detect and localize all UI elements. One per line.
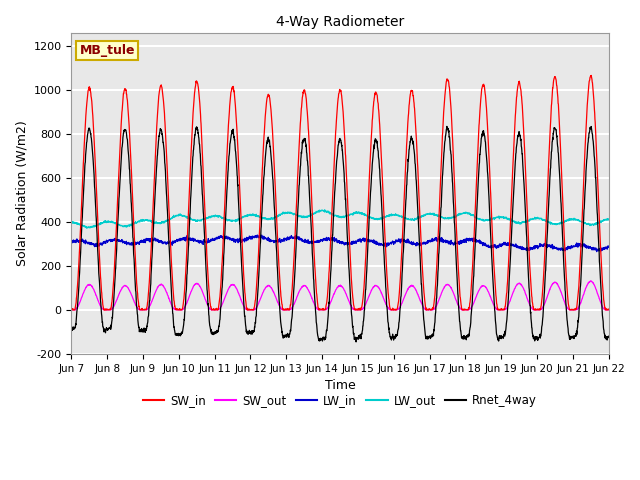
- SW_out: [68, 307, 76, 312]
- LW_out: [83, 225, 90, 231]
- SW_out: [367, 288, 375, 294]
- Rnet_4way: [218, 298, 225, 304]
- X-axis label: Time: Time: [324, 379, 355, 392]
- SW_in: [572, 306, 580, 312]
- SW_in: [68, 307, 76, 312]
- LW_out: [356, 211, 364, 216]
- SW_out: [572, 307, 580, 312]
- LW_out: [68, 219, 76, 225]
- LW_in: [367, 239, 375, 244]
- LW_out: [367, 216, 375, 221]
- SW_in: [367, 135, 375, 141]
- SW_out: [605, 307, 612, 312]
- Title: 4-Way Radiometer: 4-Way Radiometer: [276, 15, 404, 29]
- SW_in: [356, 306, 364, 312]
- SW_out: [218, 303, 225, 309]
- Legend: SW_in, SW_out, LW_in, LW_out, Rnet_4way: SW_in, SW_out, LW_in, LW_out, Rnet_4way: [138, 390, 542, 412]
- Line: Rnet_4way: Rnet_4way: [72, 126, 609, 342]
- LW_out: [557, 221, 565, 227]
- Rnet_4way: [443, 123, 451, 129]
- Y-axis label: Solar Radiation (W/m2): Solar Radiation (W/m2): [15, 120, 28, 266]
- LW_in: [496, 243, 504, 249]
- LW_in: [605, 243, 612, 249]
- Rnet_4way: [573, 328, 580, 334]
- SW_out: [496, 307, 504, 312]
- Rnet_4way: [356, 336, 364, 341]
- Rnet_4way: [352, 339, 360, 345]
- Text: MB_tule: MB_tule: [79, 44, 135, 57]
- LW_in: [253, 232, 261, 238]
- SW_in: [605, 307, 612, 312]
- LW_in: [68, 240, 76, 245]
- SW_in: [588, 72, 595, 78]
- LW_in: [356, 238, 364, 244]
- LW_in: [557, 247, 565, 252]
- Rnet_4way: [605, 333, 612, 339]
- Line: SW_in: SW_in: [72, 75, 609, 310]
- SW_out: [355, 307, 363, 312]
- SW_out: [587, 278, 595, 284]
- LW_out: [497, 215, 504, 220]
- Rnet_4way: [68, 326, 76, 332]
- LW_out: [573, 217, 580, 223]
- LW_out: [218, 215, 225, 220]
- Rnet_4way: [557, 212, 565, 218]
- SW_in: [218, 271, 225, 276]
- LW_out: [605, 216, 612, 222]
- Rnet_4way: [367, 179, 375, 185]
- Line: LW_out: LW_out: [72, 210, 609, 228]
- LW_in: [593, 249, 600, 254]
- SW_in: [557, 164, 565, 169]
- LW_in: [218, 234, 225, 240]
- LW_in: [572, 243, 580, 249]
- SW_in: [496, 307, 504, 312]
- SW_out: [557, 289, 565, 295]
- Line: SW_out: SW_out: [72, 281, 609, 310]
- Line: LW_in: LW_in: [72, 235, 609, 252]
- LW_out: [321, 207, 328, 213]
- SW_in: [68, 307, 76, 312]
- Rnet_4way: [497, 335, 504, 341]
